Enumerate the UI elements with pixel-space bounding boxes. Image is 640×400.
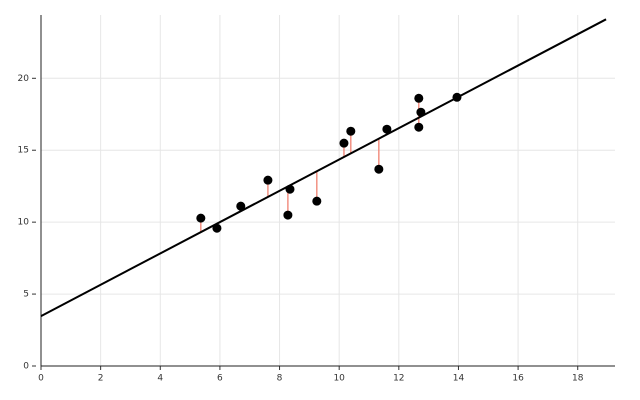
x-tick-label: 0	[38, 374, 44, 384]
x-tick-label: 10	[333, 374, 345, 384]
point	[339, 138, 349, 148]
point	[346, 126, 356, 136]
point	[212, 223, 222, 233]
point	[382, 124, 392, 134]
point	[452, 92, 462, 102]
x-tick-label: 18	[572, 374, 584, 384]
point	[312, 196, 322, 206]
x-tick-label: 2	[98, 374, 104, 384]
point	[263, 175, 273, 185]
point	[414, 122, 424, 132]
point	[416, 107, 426, 117]
x-tick-label: 4	[157, 374, 163, 384]
y-tick-label: 15	[18, 146, 29, 156]
point	[236, 201, 246, 211]
point	[283, 210, 293, 220]
y-tick-label: 0	[23, 362, 29, 372]
y-tick-label: 20	[18, 74, 30, 84]
point	[374, 164, 384, 174]
point	[285, 184, 295, 194]
x-tick-label: 6	[217, 374, 223, 384]
fit-line	[40, 18, 607, 317]
point	[414, 93, 424, 103]
x-tick-label: 14	[453, 374, 465, 384]
x-tick-label: 16	[512, 374, 524, 384]
x-tick-label: 8	[277, 374, 283, 384]
x-tick-label: 12	[393, 374, 404, 384]
y-tick-label: 10	[18, 218, 30, 228]
y-tick-label: 5	[23, 290, 29, 300]
point	[196, 213, 206, 223]
